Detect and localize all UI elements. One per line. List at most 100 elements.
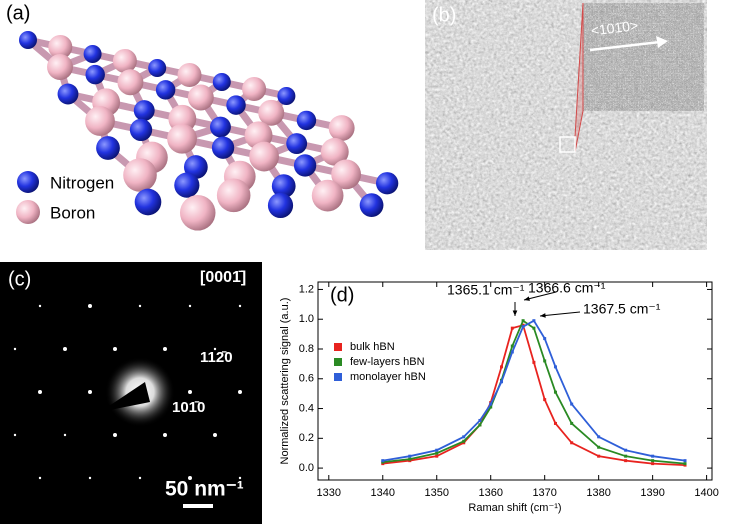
arrow-head (524, 296, 530, 301)
nitrogen-atom (155, 80, 176, 100)
data-point (510, 350, 514, 354)
nitrogen-atom (174, 172, 200, 198)
nitrogen-atom (83, 45, 102, 63)
data-point (500, 380, 504, 384)
raman-chart: 1330 1340 1350 1360 1370 1380 1390 1400 0.0 0.2 0.… (279, 280, 719, 514)
panel-label: (c) (8, 268, 31, 290)
diffraction-spot (188, 476, 192, 480)
data-point (570, 441, 574, 445)
diffraction-spot (213, 433, 217, 437)
nitrogen-atom (148, 59, 167, 77)
boron-atom (328, 115, 355, 141)
data-point (521, 325, 525, 329)
diffraction-spot (13, 347, 17, 351)
nitrogen-atom (359, 193, 384, 217)
beam-stop (100, 382, 150, 412)
diffraction-spot (188, 390, 192, 394)
hbn-lattice (19, 31, 399, 231)
diffraction-spot (38, 304, 42, 308)
data-point (624, 448, 628, 452)
boron-atom (311, 179, 344, 212)
diffraction-spot (238, 304, 242, 308)
nitrogen-atom (96, 136, 120, 160)
diffraction-spot (138, 476, 142, 480)
data-point (543, 337, 547, 341)
data-point (553, 365, 557, 369)
arrow-head (656, 36, 668, 48)
nitrogen-atom (129, 118, 153, 142)
panel-label: (d) (330, 284, 354, 306)
y-axis-label: Normalized scattering signal (a.u.) (279, 298, 291, 465)
arrow-head (512, 310, 518, 316)
data-point (651, 459, 655, 463)
diffraction-spot (163, 347, 167, 351)
y-tick-label: 0.6 (299, 373, 314, 385)
scale-bar (183, 504, 213, 508)
data-point (408, 454, 412, 458)
boron-atom (167, 123, 197, 154)
nitrogen-atom (286, 133, 308, 154)
nitrogen-atom (133, 100, 155, 121)
spot-label: 112̄0 (200, 349, 233, 366)
boron-atom (179, 195, 216, 231)
nitrogen-atom (293, 154, 317, 177)
nitrogen-atom (211, 136, 235, 159)
data-point (489, 405, 493, 409)
diffraction-spot (213, 347, 217, 351)
x-tick-label: 1340 (371, 487, 395, 499)
legend-label: Nitrogen (50, 173, 114, 192)
data-point (532, 319, 536, 323)
y-tick-label: 0.8 (299, 343, 314, 355)
boron-atom (117, 69, 144, 96)
legend-marker (334, 358, 342, 366)
diffraction-spot (88, 304, 92, 308)
diffraction-spot (113, 347, 117, 351)
x-tick-label: 1400 (694, 487, 718, 499)
nitrogen-atom (85, 64, 105, 85)
x-tick-label: 1370 (532, 487, 556, 499)
data-point (624, 454, 628, 458)
legend-marker (334, 373, 342, 381)
x-tick-label: 1390 (640, 487, 664, 499)
nitrogen-atom (226, 95, 246, 115)
boron-atom (112, 49, 137, 73)
nitrogen-atom (277, 87, 296, 105)
nitrogen-atom (271, 174, 296, 198)
legend-label: monolayer hBN (350, 371, 426, 383)
boron-atom (85, 106, 115, 136)
data-point (521, 319, 525, 323)
legend-marker (17, 171, 39, 193)
diffraction-spot (138, 304, 142, 308)
diffraction-spot (63, 433, 67, 437)
legend-label: Boron (50, 203, 95, 222)
data-point (435, 454, 439, 458)
diffraction-spot (188, 304, 192, 308)
x-tick-label: 1360 (478, 487, 502, 499)
data-point (435, 448, 439, 452)
data-point (478, 418, 482, 422)
data-point (435, 451, 439, 455)
nitrogen-atom (210, 116, 231, 138)
x-tick-label: 1330 (317, 487, 341, 499)
diffraction-spot (113, 433, 117, 437)
nitrogen-atom (57, 83, 79, 105)
boron-atom (47, 54, 73, 80)
boron-atom (177, 63, 202, 87)
diffraction-spot (38, 476, 42, 480)
diffraction-spot (238, 390, 242, 394)
data-point (597, 445, 601, 449)
arrow-head (540, 313, 546, 318)
x-axis-label: Raman shift (cm⁻¹) (468, 502, 561, 514)
x-tick-label: 1380 (586, 487, 610, 499)
direction-arrow (589, 40, 661, 52)
annotation-arrow (539, 311, 581, 317)
diffraction-spots (13, 304, 242, 480)
data-point (597, 454, 601, 458)
diffraction-spot (38, 390, 42, 394)
y-tick-label: 0.0 (299, 462, 314, 474)
boron-atom (187, 84, 214, 111)
panel-label: (a) (6, 2, 30, 24)
data-point (489, 402, 493, 406)
data-point (651, 462, 655, 466)
